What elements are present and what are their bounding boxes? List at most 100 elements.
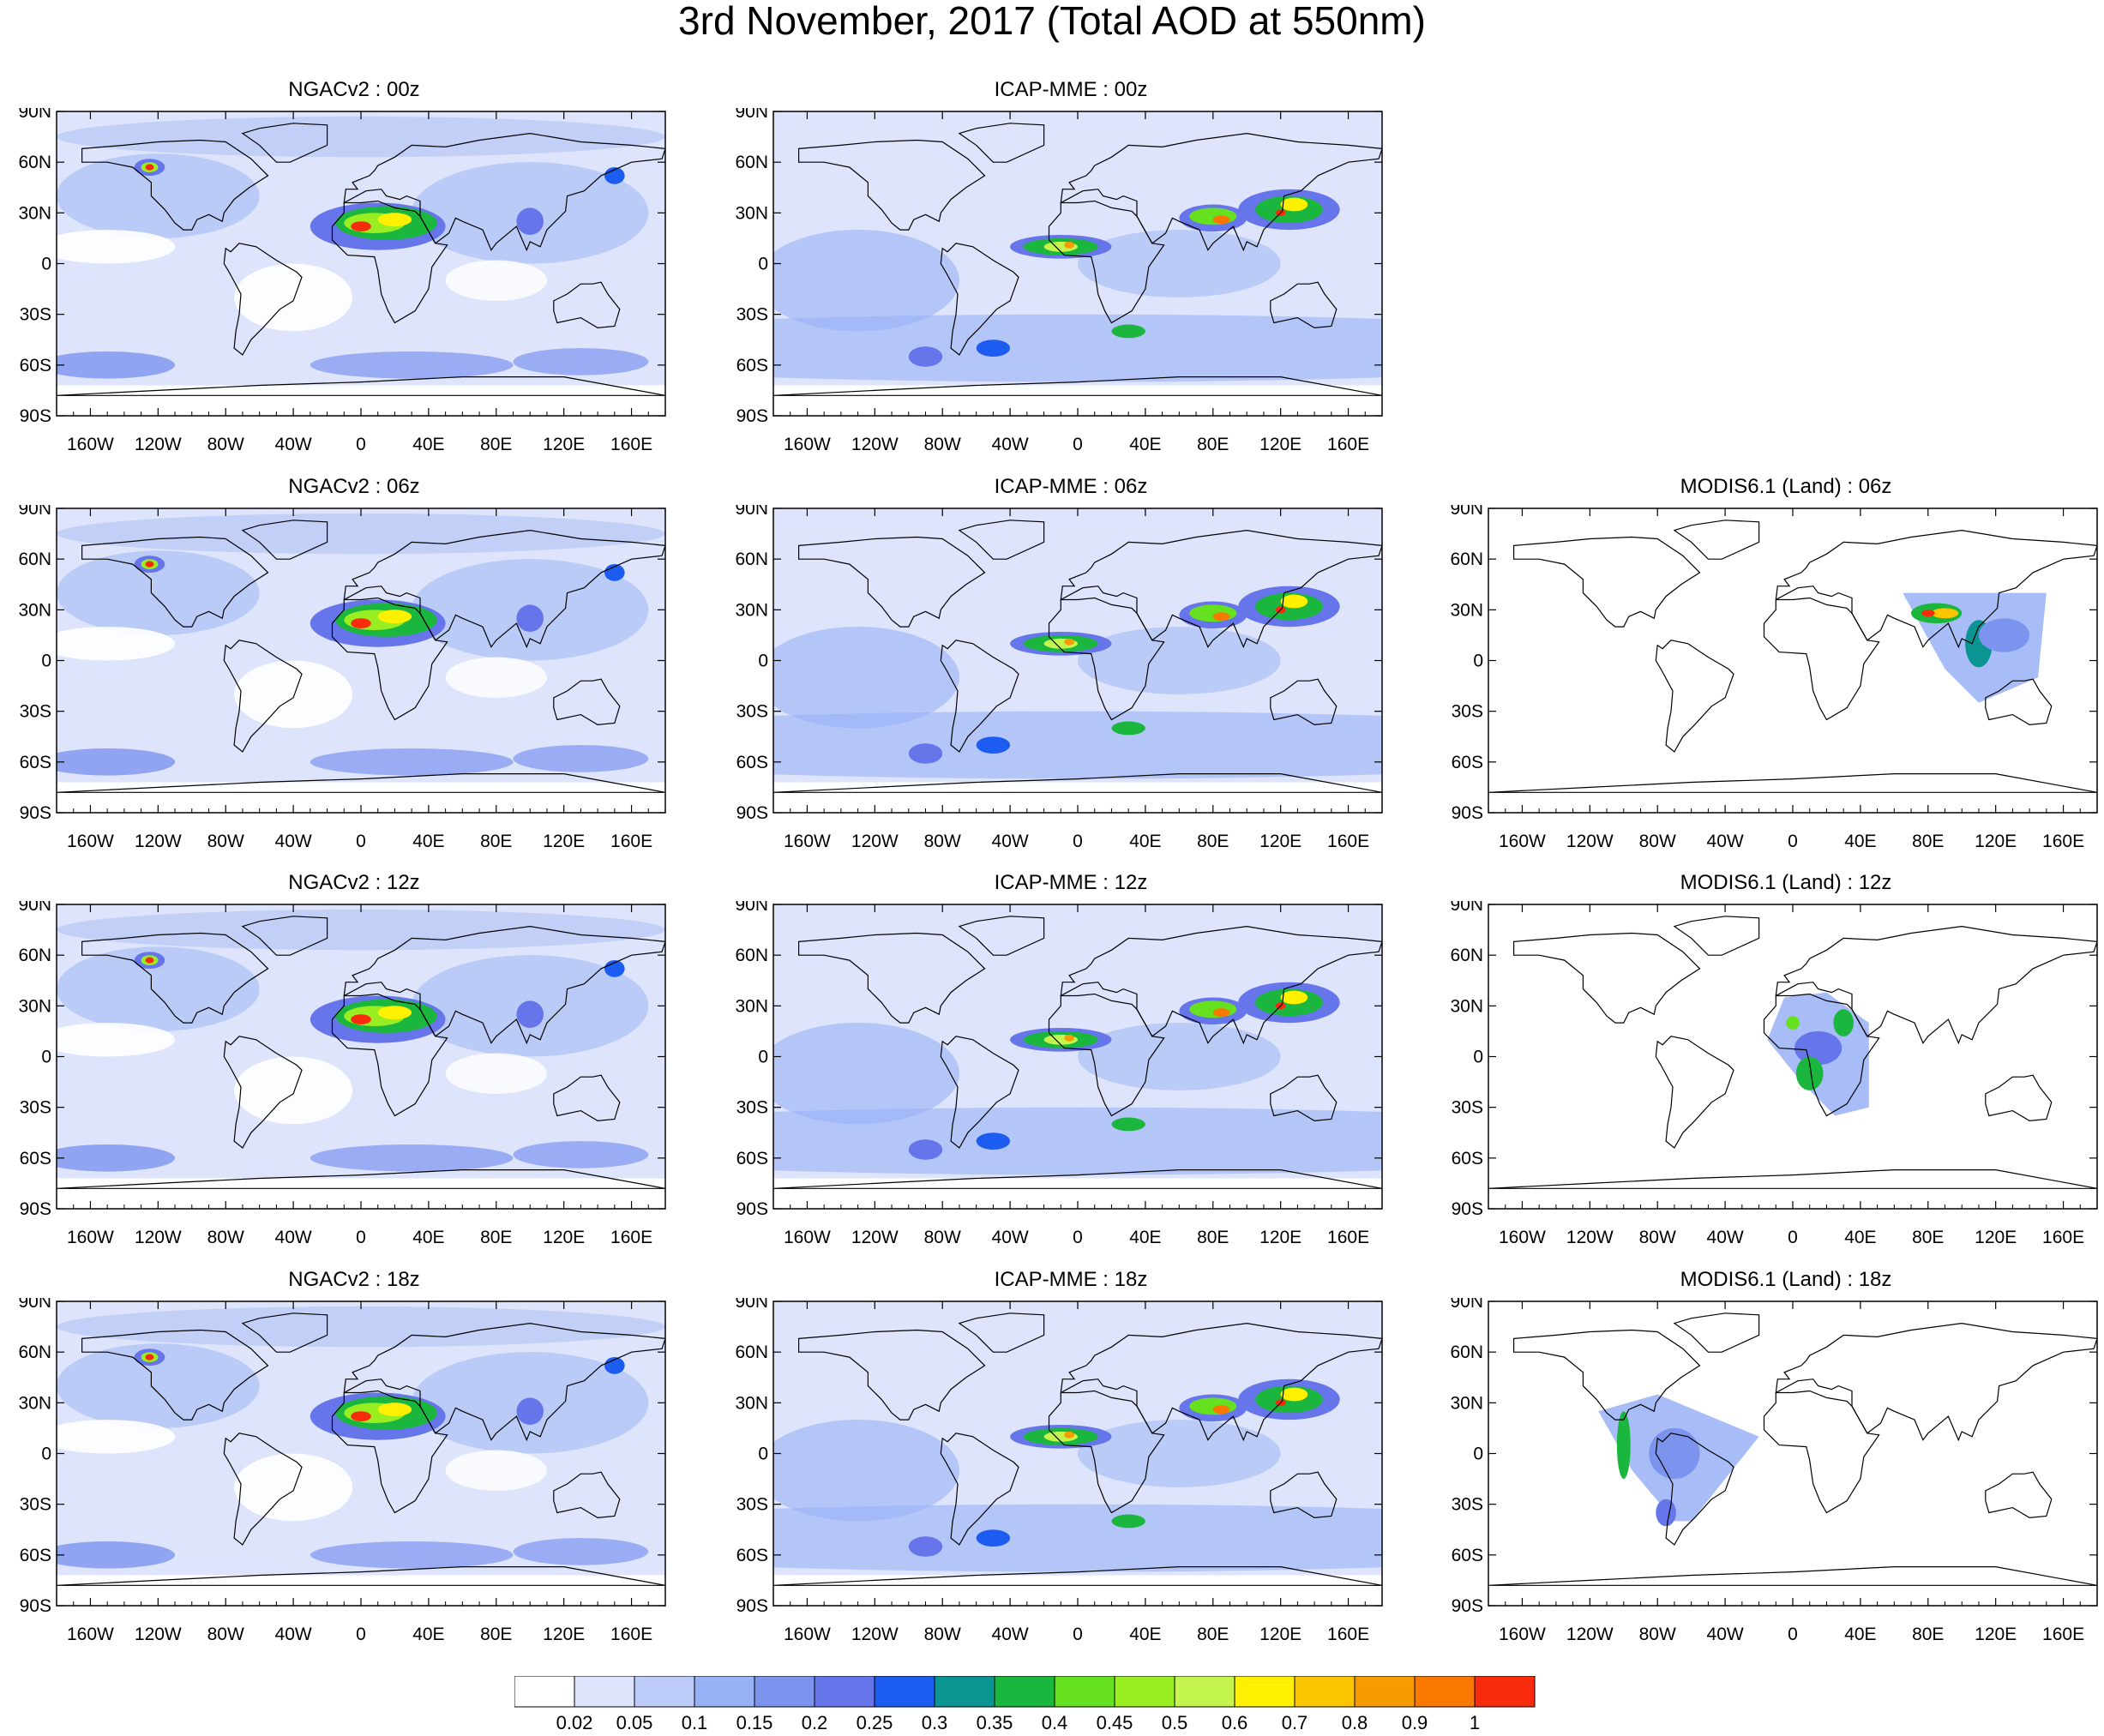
x-tick-label: 160E: [610, 832, 652, 851]
coastline: [1270, 678, 1338, 726]
aod-region: [976, 1529, 1011, 1547]
y-tick-label: 0: [1473, 652, 1483, 671]
coastline: [1512, 536, 1701, 628]
aod-region: [57, 946, 260, 1031]
x-tick-label: 80E: [1197, 1228, 1229, 1247]
y-tick-label: 60N: [1450, 550, 1483, 569]
x-tick-label: 160E: [2042, 1625, 2084, 1644]
y-tick-label: 30S: [736, 702, 768, 722]
x-tick-label: 80W: [924, 1625, 961, 1644]
x-tick-label: 80E: [1197, 832, 1229, 851]
aod-field: [57, 1301, 665, 1606]
aod-region: [234, 263, 353, 332]
x-tick-label: 80E: [480, 832, 512, 851]
coastline: [1060, 1322, 1382, 1442]
panel-title: ICAP-MME : 18z: [994, 1268, 1148, 1291]
aod-region: [57, 1306, 665, 1348]
aod-field: [57, 904, 665, 1209]
x-tick-label: 40E: [412, 1625, 444, 1644]
panel-title: NGACv2 : 06z: [288, 475, 420, 498]
x-tick-label: 120E: [1975, 1228, 2017, 1247]
colorbar-label: 0.25: [857, 1712, 893, 1732]
aod-region: [57, 748, 176, 776]
x-tick-label: 120W: [851, 1228, 899, 1247]
aod-region: [908, 346, 943, 367]
y-tick-label: 0: [1473, 1048, 1483, 1067]
y-tick-label: 90S: [20, 1199, 51, 1219]
coastline: [1488, 1169, 2097, 1189]
aod-region: [908, 743, 943, 764]
x-tick-label: 40W: [275, 1228, 312, 1247]
x-tick-label: 40E: [1844, 832, 1876, 851]
coastline: [241, 916, 328, 956]
y-tick-label: 60S: [1452, 753, 1483, 772]
aod-region: [145, 561, 154, 568]
x-tick-label: 40W: [1707, 1228, 1744, 1247]
y-tick-label: 30N: [735, 996, 768, 1016]
panel-title: ICAP-MME : 00z: [994, 78, 1148, 101]
aod-region: [310, 1541, 514, 1569]
map-plot: 160W 120W 80W 40W 0 40E 80E 120E 160E 90N 60N 30N 0 3…: [18, 1298, 666, 1644]
panel-title: MODIS6.1 (Land) : 18z: [1680, 1268, 1892, 1291]
coastline: [57, 1566, 665, 1586]
coastlines: [773, 123, 1382, 396]
aod-region: [1064, 638, 1074, 646]
y-tick-label: 90S: [736, 1596, 768, 1616]
coastlines: [1488, 916, 2097, 1189]
coastline: [1270, 1471, 1338, 1519]
aod-region: [1212, 1008, 1230, 1018]
aod-region: [773, 627, 959, 729]
y-tick-label: 30S: [1452, 1495, 1483, 1515]
coastline: [553, 1471, 621, 1519]
coastline: [958, 1313, 1045, 1353]
x-tick-label: 40W: [992, 1625, 1029, 1644]
x-tick-label: 120E: [1259, 1228, 1301, 1247]
map-plot: 160W 120W 80W 40W 0 40E 80E 120E 160E 90N 60N 30N 0 3…: [18, 108, 666, 454]
aod-region: [1833, 1009, 1854, 1036]
x-tick-label: 160W: [1499, 832, 1546, 851]
coastline: [81, 536, 269, 628]
aod-region: [516, 1397, 544, 1425]
aod-region: [513, 745, 649, 772]
aod-region: [57, 513, 665, 555]
coastline: [958, 520, 1045, 560]
map-plot: 160W 120W 80W 40W 0 40E 80E 120E 160E 90N 60N 30N 0 3…: [1450, 1298, 2098, 1644]
coastlines: [773, 916, 1382, 1189]
y-tick-label: 30N: [735, 203, 768, 223]
y-tick-label: 90S: [20, 406, 51, 426]
colorbar-plot: 0.02 0.05 0.1 0.15 0.2 0.25 0.3 0.35 0.4 0.45 0.5 0…: [514, 1675, 1536, 1733]
x-tick-label: 40W: [992, 832, 1029, 851]
x-tick-label: 120E: [543, 435, 585, 454]
coastline: [940, 243, 1019, 356]
y-tick-label: 90S: [736, 803, 768, 823]
x-tick-label: 80W: [924, 435, 961, 454]
colorbar-label: 1: [1470, 1712, 1480, 1732]
x-tick-label: 120E: [1975, 1625, 2017, 1644]
x-tick-label: 80W: [207, 1228, 244, 1247]
y-tick-label: 30S: [736, 1495, 768, 1515]
aod-region: [57, 1343, 260, 1428]
coastline: [223, 1036, 303, 1149]
coastline: [940, 1433, 1019, 1546]
x-tick-label: 120W: [135, 832, 182, 851]
aod-region: [57, 909, 665, 951]
coastlines: [57, 1313, 665, 1586]
map-panel-modis-18z: MODIS6.1 (Land) : 18z 160W 120W 80W 40W 0 40E…: [1432, 1269, 2101, 1672]
x-tick-label: 160E: [610, 1228, 652, 1247]
aod-region: [1189, 1000, 1237, 1018]
aod-region: [1064, 241, 1074, 249]
coastline: [1488, 1566, 2097, 1586]
aod-region: [1111, 1514, 1145, 1529]
y-tick-label: 90S: [20, 803, 51, 823]
aod-field: [773, 111, 1382, 416]
y-tick-label: 0: [758, 652, 768, 671]
aod-field: [1903, 592, 2047, 703]
coastline: [958, 916, 1045, 956]
x-tick-label: 0: [1788, 832, 1798, 851]
colorbar-swatch: [574, 1675, 635, 1708]
y-tick-label: 30S: [20, 1098, 51, 1118]
x-tick-label: 40E: [1129, 1625, 1161, 1644]
coastline: [1763, 993, 1880, 1117]
y-tick-label: 90S: [736, 1199, 768, 1219]
y-tick-label: 60S: [20, 753, 51, 772]
